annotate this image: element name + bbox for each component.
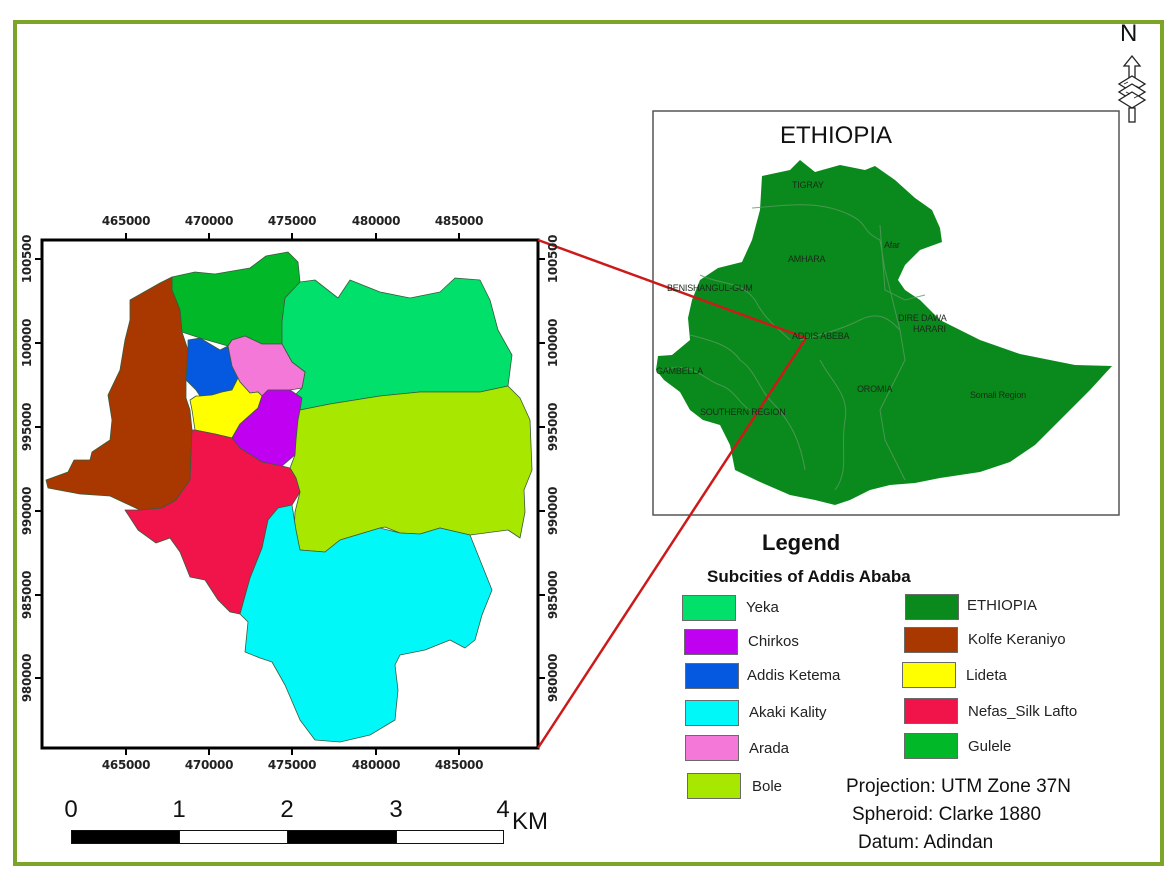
legend-swatch-chirkos: [684, 629, 738, 655]
scale-label: 4: [496, 796, 510, 823]
region-label-harari: HARARI: [913, 324, 946, 334]
x-tick-bottom: 470000: [184, 758, 234, 772]
legend-swatch-nefas-silk-lafto: [904, 698, 958, 724]
scale-segment: [396, 830, 504, 844]
north-arrow-icon: [1117, 54, 1147, 123]
y-tick-right: 100000: [546, 318, 560, 368]
datum-text: Datum: Adindan: [858, 832, 994, 853]
legend-swatch-gulele: [904, 733, 958, 759]
x-tick-top: 480000: [351, 214, 401, 228]
y-tick-left: 990000: [20, 486, 34, 536]
x-tick-bottom: 485000: [434, 758, 484, 772]
y-tick-left: 985000: [20, 570, 34, 620]
region-label-tigray: TIGRAY: [792, 180, 824, 190]
scale-label: 1: [172, 796, 186, 823]
ethiopia-region-boundaries: [664, 204, 926, 491]
scale-label: 2: [280, 796, 294, 823]
region-label-amhara: AMHARA: [788, 254, 826, 264]
scale-segment: [287, 830, 397, 844]
projection-text: Projection: UTM Zone 37N: [846, 776, 1071, 797]
x-tick-bottom: 480000: [351, 758, 401, 772]
legend-swatch-akaki-kality: [685, 700, 739, 726]
spheroid-text: Spheroid: Clarke 1880: [852, 804, 1042, 825]
ethiopia-country[interactable]: [656, 160, 1112, 505]
region-label-addis-abeba: ADDIS ABEBA: [792, 331, 850, 341]
leader-lines: [536, 238, 808, 749]
subcity-kolfe-keraniyo[interactable]: [45, 276, 193, 511]
legend-label-lideta: Lideta: [966, 667, 1007, 684]
y-tick-right: 100500: [546, 234, 560, 284]
legend-title: Legend: [762, 530, 841, 555]
y-tick-left: 980000: [20, 653, 34, 703]
legend-swatch-yeka: [682, 595, 736, 621]
legend-swatch-lideta: [902, 662, 956, 688]
y-tick-right: 985000: [546, 570, 560, 620]
region-label-benishangul-gum: BENISHANGUL-GUM: [667, 283, 753, 293]
legend-swatch-bole: [687, 773, 741, 799]
region-label-gambella: GAMBELLA: [656, 366, 703, 376]
legend-label-ethiopia: ETHIOPIA: [967, 597, 1038, 614]
legend-label-arada: Arada: [749, 740, 790, 757]
legend-label-kolfe-keraniyo: Kolfe Keraniyo: [968, 631, 1066, 648]
x-tick-top: 470000: [184, 214, 234, 228]
region-label-dire-dawa: DIRE DAWA: [898, 313, 947, 323]
x-tick-bottom: 475000: [267, 758, 317, 772]
x-tick-top: 485000: [434, 214, 484, 228]
north-label: N: [1120, 20, 1138, 47]
legend-swatch-ethiopia: [905, 594, 959, 620]
scale-label: 3: [389, 796, 403, 823]
x-tick-top: 475000: [267, 214, 317, 228]
inset-title: ETHIOPIA: [780, 122, 893, 149]
y-tick-right: 995000: [546, 402, 560, 452]
subcity-bole[interactable]: [289, 385, 533, 553]
scale-segment: [71, 830, 180, 844]
legend-swatch-kolfe-keraniyo: [904, 627, 958, 653]
scale-unit: KM: [512, 808, 548, 835]
legend-label-gulele: Gulele: [968, 738, 1012, 755]
legend-label-akaki-kality: Akaki Kality: [749, 704, 827, 721]
legend-swatch-addis-ketema: [685, 663, 739, 689]
subcity-akaki-kality[interactable]: [239, 504, 493, 743]
x-tick-bottom: 465000: [101, 758, 151, 772]
region-label-southern-region: SOUTHERN REGION: [700, 407, 786, 417]
subcity-yeka[interactable]: [281, 277, 513, 411]
legend-label-addis-ketema: Addis Ketema: [747, 667, 841, 684]
legend-subtitle: Subcities of Addis Ababa: [707, 567, 911, 586]
region-label-afar: Afar: [884, 240, 900, 250]
legend-label-chirkos: Chirkos: [748, 633, 799, 650]
axis-ticks: [35, 233, 545, 755]
map-frame: [13, 20, 1164, 866]
region-label-somali-region: Somali Region: [970, 390, 1026, 400]
y-tick-left: 100000: [20, 318, 34, 368]
legend-label-yeka: Yeka: [746, 599, 779, 616]
region-label-oromia: OROMIA: [857, 384, 893, 394]
y-tick-left: 995000: [20, 402, 34, 452]
scale-label: 0: [64, 796, 78, 823]
legend-label-bole: Bole: [752, 778, 783, 795]
subcity-lideta[interactable]: [189, 377, 263, 439]
y-tick-left: 100500: [20, 234, 34, 284]
y-tick-right: 990000: [546, 486, 560, 536]
scale-segment: [179, 830, 288, 844]
y-tick-right: 980000: [546, 653, 560, 703]
legend-label-nefas-silk-lafto: Nefas_Silk Lafto: [968, 703, 1078, 720]
legend-swatch-arada: [685, 735, 739, 761]
x-tick-top: 465000: [101, 214, 151, 228]
